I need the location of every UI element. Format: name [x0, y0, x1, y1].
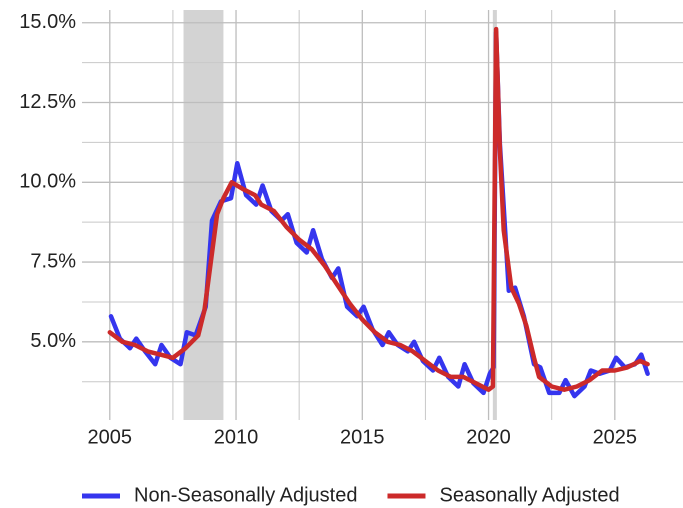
- legend-label: Non-Seasonally Adjusted: [134, 484, 357, 506]
- x-tick-label: 2015: [340, 426, 385, 448]
- y-tick-label: 5.0%: [30, 330, 76, 352]
- y-tick-label: 12.5%: [19, 91, 76, 113]
- y-tick-label: 7.5%: [30, 250, 76, 272]
- x-tick-label: 2010: [214, 426, 259, 448]
- x-tick-label: 2020: [466, 426, 511, 448]
- y-tick-label: 15.0%: [19, 11, 76, 33]
- y-tick-label: 10.0%: [19, 171, 76, 193]
- legend-item: Non-Seasonally Adjusted: [82, 484, 357, 506]
- x-tick-label: 2005: [88, 426, 133, 448]
- legend-item: Seasonally Adjusted: [387, 484, 620, 506]
- x-tick-label: 2025: [593, 426, 638, 448]
- legend-label: Seasonally Adjusted: [439, 484, 619, 506]
- series-line: [107, 26, 650, 392]
